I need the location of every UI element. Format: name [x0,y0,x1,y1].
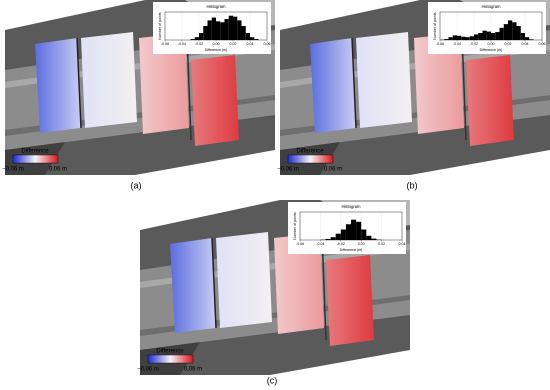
histogram-bar [448,37,453,40]
x-tick-label: -0.06 [161,42,169,46]
histogram-bar [211,17,216,40]
histogram-bar [351,219,357,240]
histogram-bar [250,37,255,40]
histogram-title: Histogram [206,4,226,9]
histogram-bar [444,39,449,40]
histogram-bar [220,22,225,40]
histogram-bar [525,37,530,40]
x-tick-label: -0.04 [178,42,186,46]
legend-title: Difference [296,149,324,155]
histogram-bar [254,39,259,40]
histogram-title: Histogram [341,204,361,209]
colorbar [287,154,334,164]
histogram-bar [237,20,242,40]
y-axis-label: Number of points [433,12,437,40]
x-tick-label: 0.04 [399,242,406,246]
histogram-bar [335,233,341,240]
histogram-bar [512,22,517,40]
legend-min: −0.06 m [277,167,299,173]
x-axis-label: Difference (m) [340,248,363,252]
histogram-bar [482,30,487,40]
histogram-bar [325,238,331,240]
histogram-bar [345,224,351,240]
histogram-bar [233,16,238,40]
legend-max: 0.06 m [324,167,342,173]
x-tick-label: 0.02 [230,42,237,46]
histogram-bar [516,26,521,40]
histogram-bar [245,33,250,40]
x-tick-label: 0.02 [505,42,512,46]
x-tick-label: 0.00 [358,242,365,246]
x-tick-label: 0.00 [213,42,220,46]
histogram-bar [508,20,513,40]
x-tick-label: -0.06 [296,242,304,246]
panel-label: (c) [267,375,278,385]
histogram-bar [529,39,534,40]
histogram-title: Histogram [481,4,501,9]
panel-label: (a) [131,180,142,190]
histogram-bar [194,37,199,40]
histogram-bar [503,24,508,40]
histogram-bar [457,35,462,40]
colorbar [147,354,194,364]
histogram-bar [520,33,525,40]
x-tick-label: 0.04 [522,42,529,46]
histogram-bar [371,238,377,240]
x-tick-label: 0.06 [264,42,271,46]
histogram-bar [474,34,479,40]
x-tick-label: -0.02 [337,242,345,246]
legend-min: −0.06 m [2,167,24,173]
histogram-bar [366,235,372,240]
histogram-bar [199,33,204,40]
x-tick-label: -0.06 [436,42,444,46]
histogram-bar [461,36,466,40]
x-tick-label: 0.04 [247,42,254,46]
histogram-bar [207,20,212,40]
x-tick-label: -0.04 [453,42,461,46]
histogram-bar [224,19,229,40]
inset-background [428,2,546,54]
y-axis-label: Number of points [293,212,297,240]
plot-frame [439,11,543,41]
histogram-bar [190,39,195,40]
histogram-bar [216,21,221,40]
histogram-bar [499,27,504,40]
legend-title: Difference [21,149,49,155]
legend-min: −0.06 m [137,367,159,373]
plot-frame [299,211,403,241]
histogram-bar [203,26,208,40]
y-axis-label: Number of points [158,12,162,40]
histogram-bar [356,221,362,240]
histogram-bar [330,237,336,240]
histogram-bar [495,32,500,40]
plot-frame [164,11,268,41]
x-tick-label: -0.02 [195,42,203,46]
histogram-bar [452,35,457,40]
x-tick-label: -0.04 [316,242,324,246]
histogram-bar [491,33,496,40]
legend-max: 0.06 m [184,367,202,373]
histogram-bar [469,36,474,40]
x-tick-label: 0.00 [488,42,495,46]
histogram-bar [228,15,233,40]
histogram-bar [486,31,491,40]
histogram-bar [340,229,346,240]
histogram-bar [361,229,367,240]
x-tick-label: 0.02 [378,242,385,246]
panel-label: (b) [407,180,418,190]
colorbar [12,154,59,164]
legend-title: Difference [156,349,184,355]
legend-max: 0.06 m [49,167,67,173]
histogram-bar [478,33,483,40]
x-axis-label: Difference (m) [205,48,228,52]
histogram-bar [465,37,470,40]
histogram-bar [241,26,246,40]
x-tick-label: -0.02 [470,42,478,46]
x-axis-label: Difference (m) [480,48,503,52]
x-tick-label: 0.06 [539,42,546,46]
